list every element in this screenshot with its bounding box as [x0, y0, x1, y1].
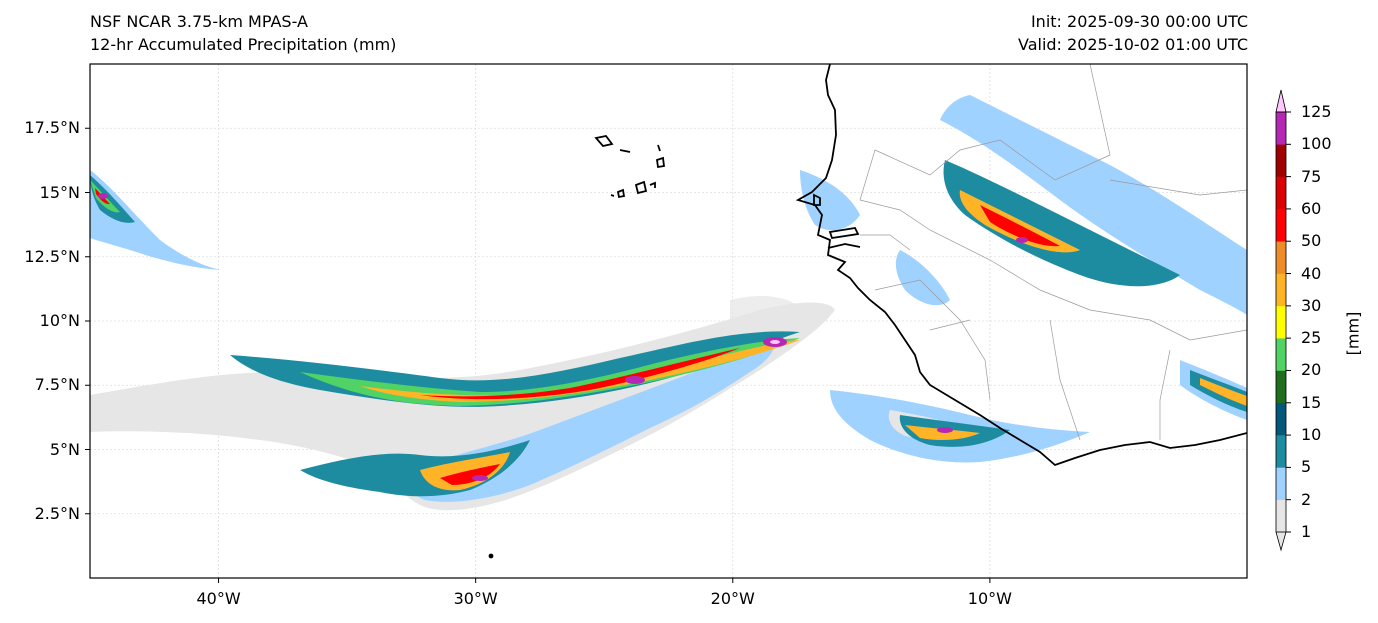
colorbar-level-label: 25: [1301, 328, 1322, 348]
colorbar-segment: [1276, 273, 1286, 307]
init-time: Init: 2025-09-30 00:00 UTC: [1030, 12, 1248, 31]
lat-tick-label: 7.5°N: [34, 375, 80, 395]
colorbar-extend-min: [1275, 531, 1287, 552]
colorbar-level-label: 40: [1301, 263, 1322, 283]
colorbar-segment: [1276, 144, 1286, 177]
colorbar-level-label: 60: [1301, 198, 1322, 218]
precip-heavy-field: [90, 180, 1247, 491]
lat-tick-label: 10°N: [39, 311, 80, 330]
lon-tick-label: 10°W: [967, 589, 1012, 608]
colorbar-level-label: 2: [1301, 489, 1312, 509]
colorbar-segment: [1276, 499, 1286, 533]
lat-tick-label: 15°N: [39, 182, 80, 202]
colorbar-segment: [1276, 305, 1286, 339]
colorbar-level-label: 1: [1301, 522, 1312, 541]
colorbar-segment: [1276, 241, 1286, 274]
lat-tick-label: 2.5°N: [34, 503, 80, 523]
map-plot-area: [90, 64, 1247, 578]
colorbar-level-label: 30: [1301, 295, 1322, 315]
valid-time: Valid: 2025-10-02 01:00 UTC: [1017, 35, 1248, 54]
colorbar-units: [mm]: [1343, 311, 1363, 356]
colorbar-segment: [1276, 176, 1286, 210]
colorbar-segment: [1276, 402, 1286, 436]
colorbar-segment: [1276, 338, 1286, 371]
field-title: 12-hr Accumulated Precipitation (mm): [90, 35, 397, 54]
colorbar-extend-max: [1275, 89, 1287, 113]
lat-tick-label: 17.5°N: [24, 118, 80, 138]
colorbar-level-label: 125: [1301, 102, 1332, 121]
coastline: [488, 64, 1247, 559]
country-borders: [859, 64, 1247, 441]
model-title: NSF NCAR 3.75-km MPAS-A: [90, 12, 308, 31]
colorbar-level-label: 50: [1301, 231, 1322, 251]
colorbar-frame: [1275, 111, 1287, 533]
colorbar: [1275, 89, 1291, 552]
colorbar-level-label: 5: [1301, 457, 1312, 477]
colorbar-level-label: 10: [1301, 425, 1322, 445]
colorbar-segment: [1276, 370, 1286, 404]
colorbar-level-label: 100: [1301, 134, 1332, 154]
lat-tick-label: 5°N: [49, 439, 80, 459]
colorbar-segment: [1276, 208, 1286, 242]
colorbar-level-label: 75: [1301, 166, 1322, 186]
lon-tick-label: 30°W: [453, 589, 498, 608]
colorbar-level-label: 20: [1301, 360, 1322, 380]
axis-ticks: [85, 127, 991, 583]
colorbar-segment: [1276, 467, 1286, 500]
colorbar-level-label: 15: [1301, 392, 1322, 412]
colorbar-segment: [1276, 112, 1286, 145]
lon-tick-label: 40°W: [196, 589, 241, 608]
lon-tick-label: 20°W: [710, 589, 755, 608]
colorbar-segment: [1276, 435, 1286, 468]
lat-tick-label: 12.5°N: [24, 246, 80, 266]
